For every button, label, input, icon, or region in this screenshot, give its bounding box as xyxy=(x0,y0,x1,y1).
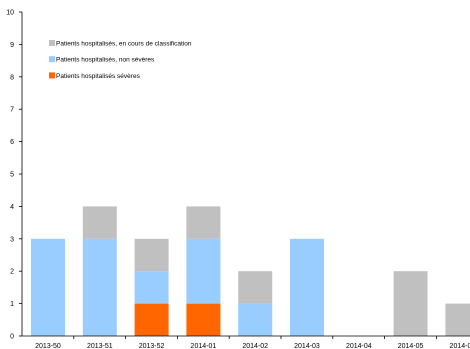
y-tick-label: 8 xyxy=(10,74,14,81)
bar-segment xyxy=(186,206,221,239)
bar-segment xyxy=(290,238,324,336)
legend: Patients hospitalisés, en cours de class… xyxy=(49,40,192,80)
y-tick-label: 1 xyxy=(10,301,14,308)
bar-segment xyxy=(134,303,169,336)
x-tick-label: 2014-02 xyxy=(242,343,268,349)
legend-label: Patients hospitalisés, non sévères xyxy=(56,57,155,64)
legend-item: Patients hospitalisés, non sévères xyxy=(49,56,155,64)
bar-segment xyxy=(134,271,169,304)
bar-segment xyxy=(31,238,65,336)
y-tick-label: 6 xyxy=(10,139,14,146)
y-tick-label: 10 xyxy=(6,10,14,17)
y-tick-label: 4 xyxy=(10,204,14,211)
legend-label: Patients hospitalisés sévères xyxy=(56,73,141,80)
bar-segment xyxy=(82,206,117,239)
x-tick-label: 2014-04 xyxy=(346,343,372,349)
bars xyxy=(31,206,470,336)
y-tick-label: 0 xyxy=(10,334,14,341)
y-tick-label: 3 xyxy=(10,236,14,243)
legend-item: Patients hospitalisés, en cours de class… xyxy=(49,40,192,48)
bar-segment xyxy=(393,271,428,336)
x-tick-label: 2014-06 xyxy=(450,343,470,349)
x-tick-label: 2014-01 xyxy=(191,343,217,349)
bar-segment xyxy=(134,238,169,272)
x-tick-label: 2013-52 xyxy=(139,343,165,349)
y-tick-label: 7 xyxy=(10,107,14,114)
bar-segment xyxy=(238,303,273,336)
legend-swatch xyxy=(49,72,55,79)
x-tick-label: 2014-05 xyxy=(398,343,424,349)
bar-segment xyxy=(238,271,273,304)
x-tick-label: 2013-51 xyxy=(87,343,113,349)
legend-swatch xyxy=(49,40,55,46)
bar-segment xyxy=(82,238,117,336)
x-tick-label: 2013-50 xyxy=(35,343,61,349)
y-tick-label: 5 xyxy=(10,172,14,179)
bar-segment xyxy=(186,238,221,304)
axes: 0 1 2 3 4 5 6 7 8 9 10 2013-50 2013-51 2013-52 2014-01… xyxy=(6,10,470,349)
bar-segment xyxy=(186,303,221,336)
legend-label: Patients hospitalisés, en cours de class… xyxy=(56,41,192,48)
legend-swatch xyxy=(49,56,55,63)
y-tick-label: 9 xyxy=(10,42,14,49)
bar-segment xyxy=(445,303,470,336)
y-tick-label: 2 xyxy=(10,269,14,276)
x-tick-label: 2014-03 xyxy=(294,343,320,349)
legend-item: Patients hospitalisés sévères xyxy=(49,72,141,80)
